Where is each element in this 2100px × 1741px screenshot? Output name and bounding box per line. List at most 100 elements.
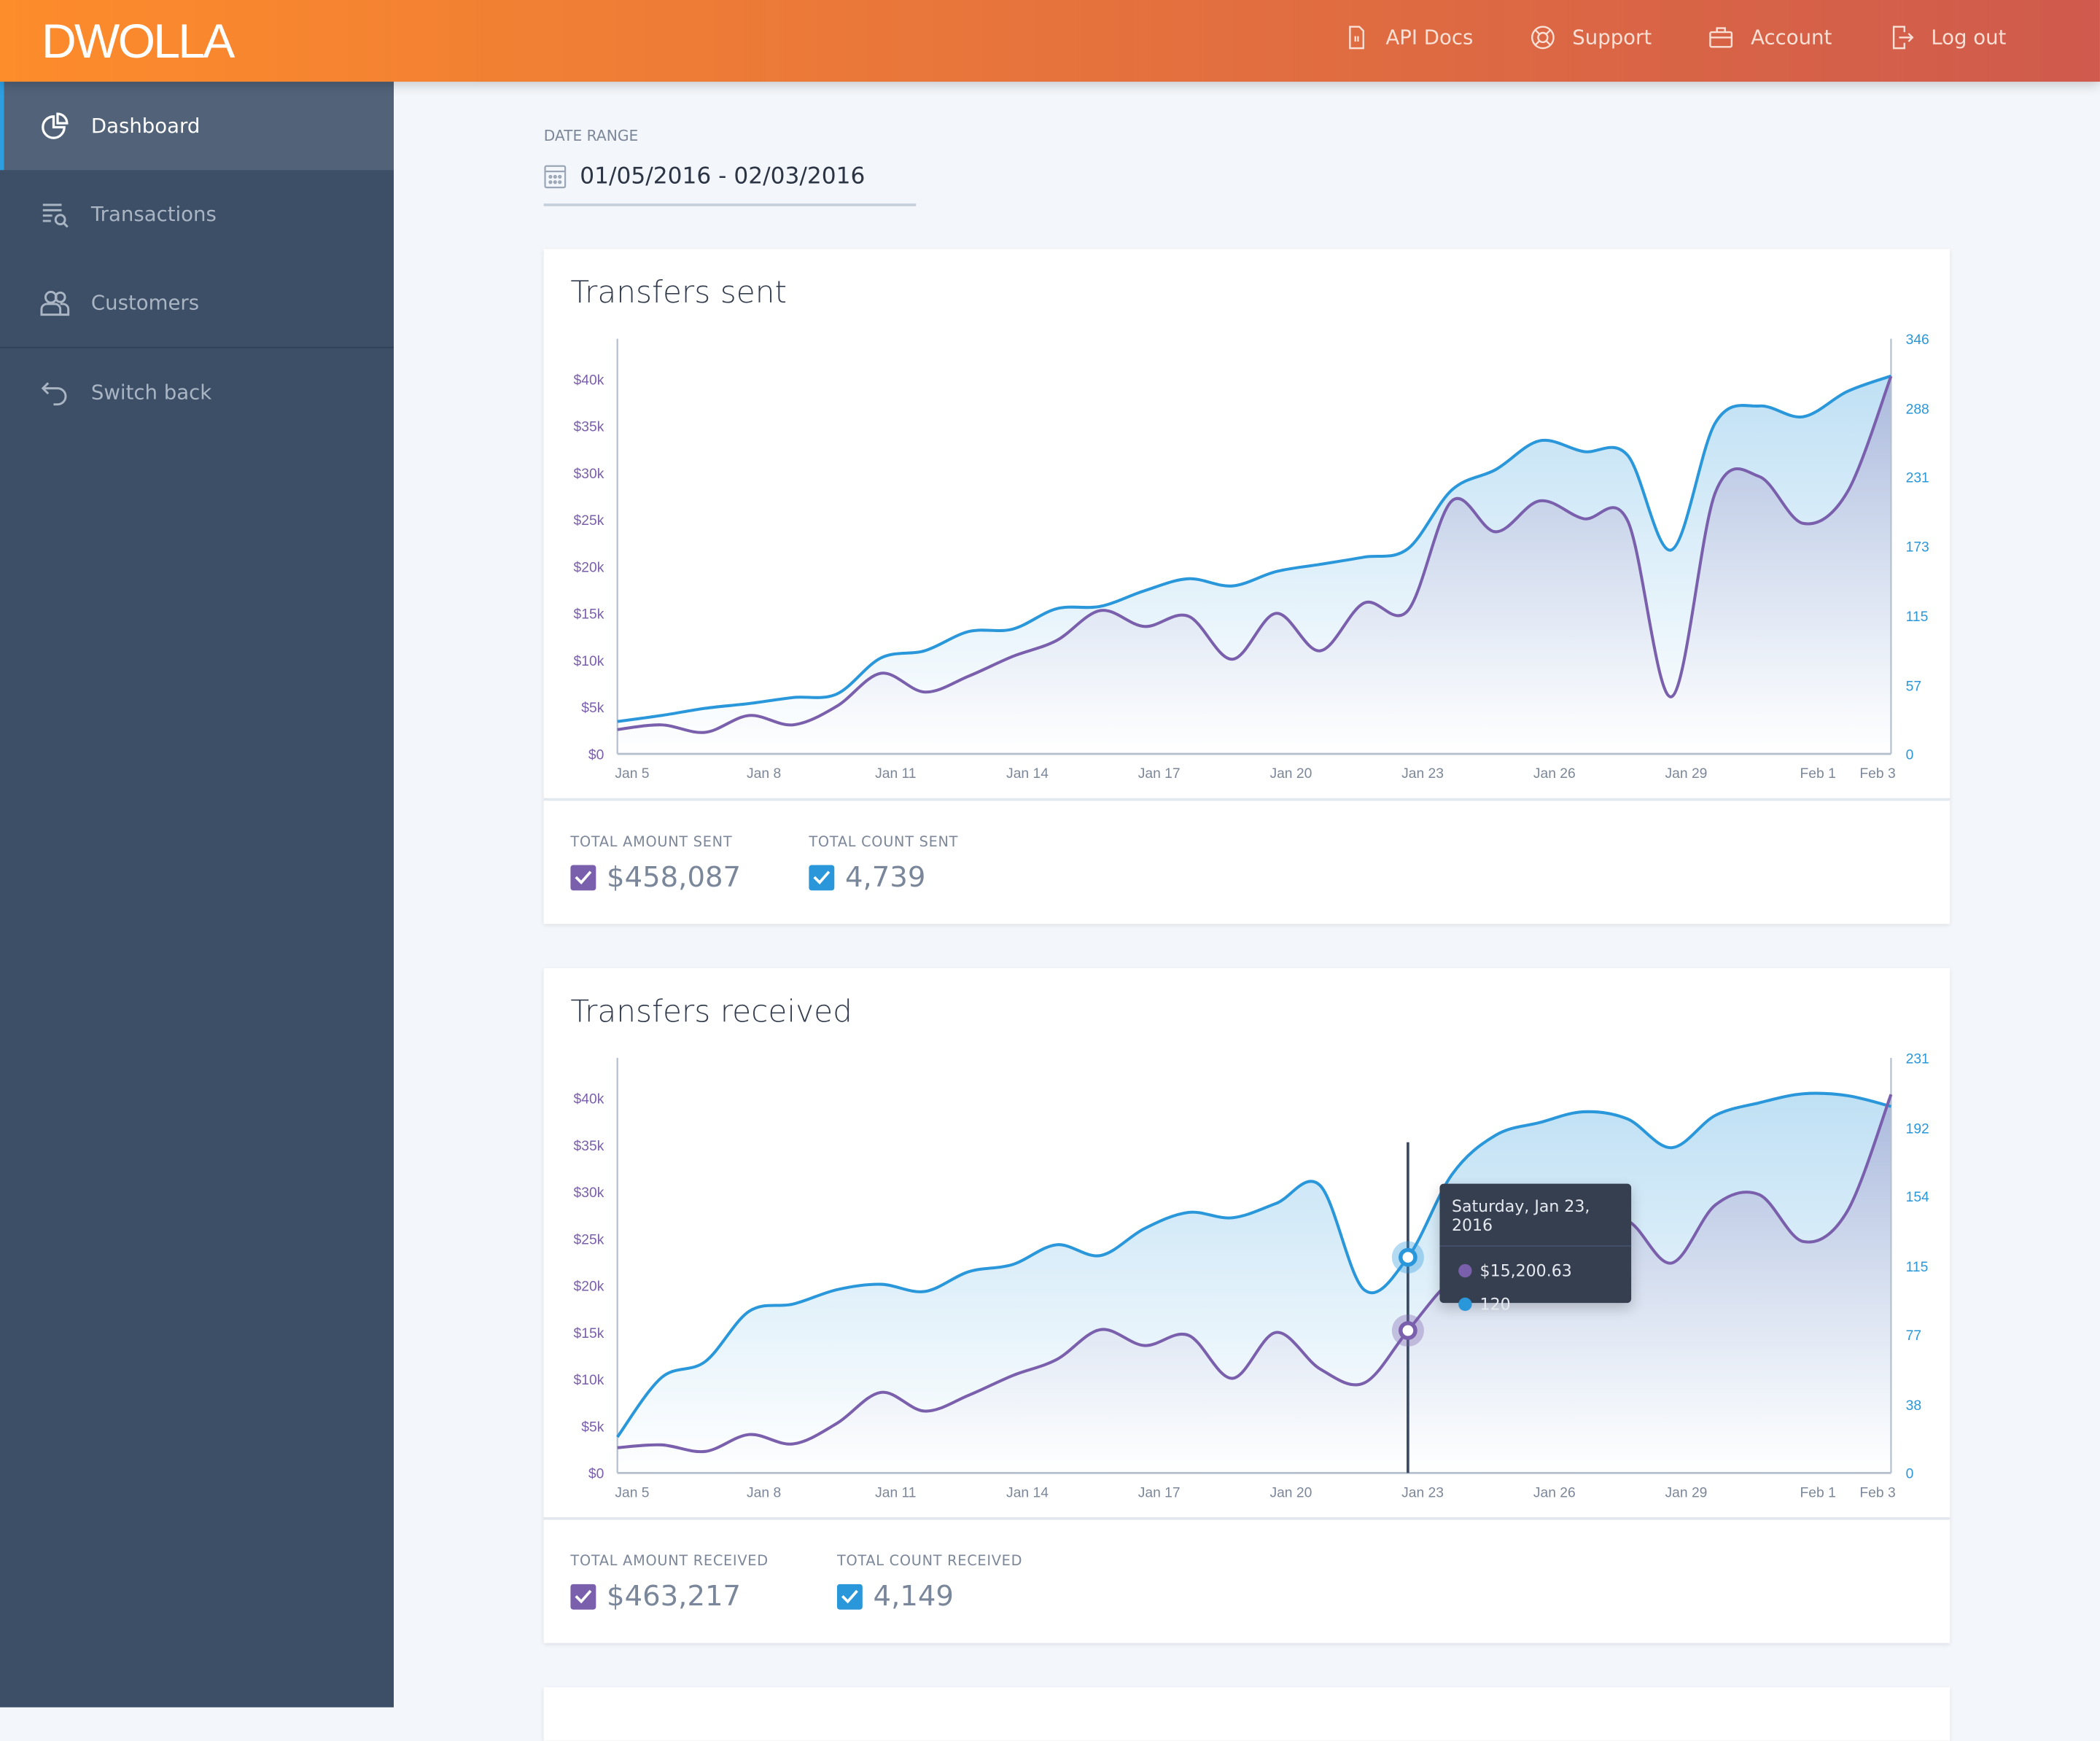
count-point[interactable] — [1710, 418, 1721, 429]
amount-point[interactable] — [700, 1446, 711, 1457]
nav-logout[interactable]: Log out — [1888, 24, 2006, 51]
count-point[interactable] — [1051, 1239, 1062, 1250]
amount-point[interactable] — [1754, 1189, 1765, 1200]
amount-point[interactable] — [1578, 513, 1589, 524]
amount-point[interactable] — [832, 701, 843, 712]
amount-point[interactable] — [1227, 1373, 1238, 1384]
count-point[interactable] — [1183, 573, 1194, 584]
count-point[interactable] — [788, 1298, 798, 1309]
amount-point[interactable] — [788, 1438, 798, 1449]
count-point[interactable] — [832, 688, 843, 699]
amount-point[interactable] — [744, 710, 755, 721]
amount-point[interactable] — [1403, 605, 1414, 616]
amount-point[interactable] — [832, 1418, 843, 1429]
amount-point[interactable] — [656, 1439, 667, 1450]
count-point[interactable] — [876, 1279, 887, 1290]
count-point[interactable] — [700, 703, 711, 714]
count-point[interactable] — [744, 1306, 755, 1317]
amount-point[interactable] — [1490, 526, 1501, 537]
amount-point[interactable] — [919, 1406, 930, 1417]
amount-checkbox[interactable] — [570, 1583, 596, 1609]
dwolla-logo[interactable]: DWOLLA — [41, 13, 235, 69]
count-point[interactable] — [1666, 545, 1677, 556]
sidebar-item-dashboard[interactable]: Dashboard — [0, 82, 394, 171]
amount-point[interactable] — [1051, 1355, 1062, 1366]
count-point[interactable] — [1183, 1207, 1194, 1218]
amount-point[interactable] — [876, 1387, 887, 1398]
amount-point[interactable] — [1622, 515, 1633, 526]
count-point[interactable] — [1139, 1223, 1150, 1234]
amount-point[interactable] — [963, 671, 974, 682]
amount-point[interactable] — [1183, 1330, 1194, 1341]
amount-point[interactable] — [1842, 1206, 1853, 1217]
nav-account[interactable]: Account — [1708, 24, 1832, 51]
amount-checkbox[interactable] — [570, 864, 596, 890]
amount-point[interactable] — [1139, 621, 1150, 632]
count-point[interactable] — [1754, 1097, 1765, 1108]
transfers-received-chart[interactable]: $0 $5k $10k $15k $20k $25k $30k $35k $40k 0 38 77 11… — [544, 968, 1951, 1517]
count-point[interactable] — [1007, 624, 1018, 635]
amount-point[interactable] — [1227, 654, 1238, 665]
amount-point[interactable] — [1358, 598, 1369, 609]
count-point[interactable] — [744, 698, 755, 709]
count-point[interactable] — [1271, 566, 1282, 577]
amount-point[interactable] — [1886, 1089, 1897, 1100]
amount-point[interactable] — [1842, 487, 1853, 498]
count-point[interactable] — [612, 1432, 623, 1443]
amount-point[interactable] — [919, 687, 930, 698]
count-point[interactable] — [963, 626, 974, 637]
nav-api-docs[interactable]: API Docs — [1343, 24, 1473, 51]
count-checkbox[interactable] — [809, 864, 835, 890]
transfers-sent-chart[interactable]: $0 $5k $10k $15k $20k $25k $30k $35k $40k 0 57 115 1… — [544, 249, 1951, 798]
count-point[interactable] — [963, 1266, 974, 1277]
count-point[interactable] — [700, 1356, 711, 1367]
count-point[interactable] — [1842, 1090, 1853, 1101]
amount-point[interactable] — [1666, 691, 1677, 702]
amount-point[interactable] — [1447, 496, 1458, 507]
count-point[interactable] — [1754, 400, 1765, 411]
amount-point[interactable] — [1183, 611, 1194, 622]
count-point[interactable] — [1051, 604, 1062, 615]
count-point[interactable] — [612, 716, 623, 727]
count-point[interactable] — [832, 1285, 843, 1296]
count-point[interactable] — [1578, 446, 1589, 457]
count-checkbox[interactable] — [836, 1583, 863, 1609]
count-point[interactable] — [656, 1372, 667, 1383]
count-point[interactable] — [1842, 386, 1853, 397]
amount-point[interactable] — [656, 720, 667, 731]
count-point[interactable] — [1271, 1198, 1282, 1209]
sidebar-item-transactions[interactable]: Transactions — [0, 170, 394, 258]
count-point[interactable] — [1798, 411, 1809, 422]
count-point[interactable] — [1227, 1212, 1238, 1223]
count-point[interactable] — [876, 653, 887, 663]
count-point[interactable] — [1798, 1088, 1809, 1099]
count-point[interactable] — [919, 645, 930, 656]
count-point[interactable] — [788, 692, 798, 703]
count-point[interactable] — [1315, 1180, 1326, 1191]
count-point[interactable] — [1666, 1142, 1677, 1153]
count-point[interactable] — [1490, 464, 1501, 475]
amount-point[interactable] — [1315, 1363, 1326, 1374]
amount-point[interactable] — [1315, 645, 1326, 656]
count-point[interactable] — [1447, 1169, 1458, 1180]
count-point[interactable] — [1315, 559, 1326, 570]
count-point[interactable] — [1358, 552, 1369, 563]
nav-support[interactable]: Support — [1529, 24, 1652, 51]
amount-point[interactable] — [1710, 487, 1721, 498]
count-point[interactable] — [1358, 1285, 1369, 1296]
count-point[interactable] — [656, 710, 667, 721]
amount-point[interactable] — [1139, 1340, 1150, 1351]
count-point[interactable] — [1095, 601, 1106, 612]
count-point[interactable] — [1622, 1113, 1633, 1124]
count-point[interactable] — [1534, 1117, 1545, 1128]
count-point[interactable] — [1139, 585, 1150, 596]
amount-point[interactable] — [1007, 651, 1018, 662]
count-point[interactable] — [1578, 1107, 1589, 1118]
amount-point[interactable] — [1007, 1370, 1018, 1381]
count-point[interactable] — [1886, 370, 1897, 381]
amount-point[interactable] — [1271, 608, 1282, 619]
amount-point[interactable] — [788, 720, 798, 731]
count-point[interactable] — [1095, 1250, 1106, 1261]
sidebar-item-switch-back[interactable]: Switch back — [0, 348, 394, 437]
amount-point[interactable] — [1358, 1378, 1369, 1389]
